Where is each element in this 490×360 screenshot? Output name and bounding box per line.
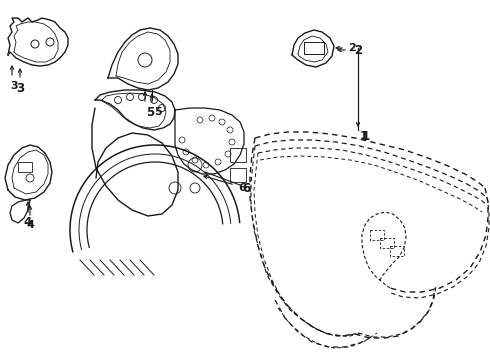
Bar bbox=[230, 168, 246, 182]
Text: 5: 5 bbox=[154, 107, 162, 117]
Text: 3: 3 bbox=[10, 81, 18, 91]
Text: 1: 1 bbox=[362, 130, 370, 143]
Bar bbox=[390, 246, 404, 256]
Text: 2: 2 bbox=[348, 43, 356, 53]
Bar bbox=[230, 148, 246, 162]
Text: 4: 4 bbox=[24, 216, 32, 229]
Text: 1: 1 bbox=[360, 131, 368, 141]
Text: 3: 3 bbox=[16, 81, 24, 95]
Text: 2: 2 bbox=[354, 44, 362, 57]
Text: 5: 5 bbox=[146, 105, 154, 118]
Bar bbox=[18, 162, 32, 172]
Bar bbox=[380, 238, 394, 248]
Text: 6: 6 bbox=[242, 181, 250, 194]
Bar bbox=[370, 230, 384, 240]
Text: 4: 4 bbox=[26, 220, 34, 230]
Text: 6: 6 bbox=[238, 183, 246, 193]
Bar bbox=[304, 42, 324, 54]
